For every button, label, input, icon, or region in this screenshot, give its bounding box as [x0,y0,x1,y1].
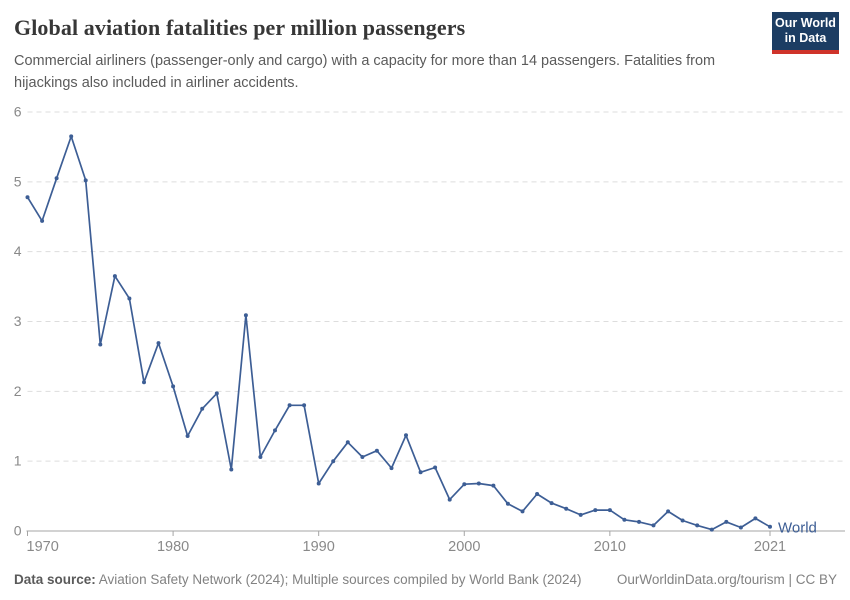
data-point [316,481,321,486]
data-point [578,512,583,517]
chart-subtitle: Commercial airliners (passenger-only and… [14,53,716,91]
data-point [651,523,656,528]
chart-footer: Data source: Aviation Safety Network (20… [14,572,837,587]
data-point [593,508,598,513]
data-point [695,523,700,528]
y-axis-tick-label: 3 [14,313,22,329]
data-source-note: Data source: Aviation Safety Network (20… [14,572,582,587]
data-line-world [26,135,771,531]
data-point [622,517,627,522]
y-axis-tick-label: 6 [14,104,22,120]
data-point [476,481,481,486]
y-axis-tick-label: 5 [14,173,22,189]
data-point [360,455,365,459]
data-point [666,509,671,514]
data-point [753,516,758,521]
data-point [156,341,161,346]
data-point [724,519,729,524]
data-point [98,342,103,347]
data-point [709,527,714,532]
data-point [287,403,292,408]
owid-logo-line1: Our World [775,16,836,30]
series-entity-label[interactable]: World [778,519,817,536]
y-axis-tick-label: 4 [14,243,22,259]
footer-separator: | [784,572,796,587]
x-axis-tick-label: 2010 [594,539,626,555]
license-link[interactable]: CC BY [795,572,837,587]
data-point [54,176,59,181]
data-point [112,274,117,279]
data-point [69,134,74,139]
data-point [520,509,525,514]
y-axis-tick-label: 1 [14,453,22,469]
data-point [374,448,379,453]
data-point [229,467,234,472]
data-point [433,465,438,470]
data-point [302,403,307,408]
y-axis-tick-label: 0 [14,523,22,539]
x-axis-tick-label: 1980 [157,539,189,555]
data-point [462,482,467,487]
x-axis-tick-label: 2000 [448,539,480,555]
data-point [418,470,423,475]
data-point [345,440,350,445]
footer-attribution: OurWorldinData.org/tourism | CC BY [617,572,837,587]
data-point [607,508,612,513]
data-point [738,525,743,530]
data-point [214,391,219,396]
chart-title: Global aviation fatalities per million p… [14,15,466,40]
data-point [535,492,540,496]
data-point [142,380,146,385]
data-point [680,518,685,523]
x-axis-tick-label: 1970 [27,539,59,555]
data-point [40,218,45,223]
y-axis-tick-label: 2 [14,383,22,399]
data-point [447,497,452,502]
owid-logo[interactable]: Our World in Data [772,12,839,54]
data-source-text: Aviation Safety Network (2024); Multiple… [95,572,582,587]
x-axis-tick-label: 1990 [303,539,335,555]
data-point [258,455,263,459]
data-point [171,384,176,389]
data-source-label: Data source: [14,572,96,587]
data-point [185,434,190,438]
data-point [768,524,772,529]
owid-logo-line2: in Data [784,31,827,45]
data-point [83,178,88,183]
data-point [549,501,554,506]
data-point [200,406,205,411]
data-point [404,433,408,438]
data-point [505,501,510,506]
data-point [25,195,30,200]
data-point [331,459,336,464]
data-point [273,428,277,433]
data-point [491,483,496,488]
data-point [243,313,248,318]
owid-url-link[interactable]: OurWorldinData.org/tourism [616,572,785,587]
data-point [127,296,132,301]
data-point [389,466,394,471]
data-point [564,506,569,511]
data-point [637,519,641,524]
x-axis-tick-label: 2021 [754,539,786,555]
